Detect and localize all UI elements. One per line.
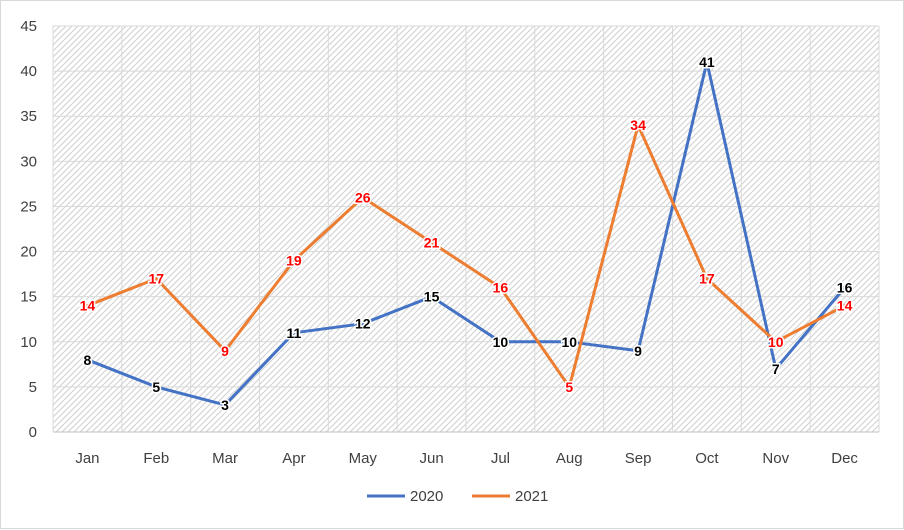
data-label-2020: 8 [84, 352, 92, 368]
data-label-2021: 17 [699, 271, 715, 287]
data-label-2020: 9 [634, 343, 642, 359]
legend: 2020 2021 [367, 488, 548, 505]
x-tick-label: May [349, 450, 378, 467]
x-tick-label: Dec [831, 450, 858, 467]
y-tick-label: 40 [20, 63, 37, 80]
y-tick-label: 35 [20, 108, 37, 125]
data-label-2020: 12 [355, 316, 371, 332]
data-label-2021: 10 [768, 334, 784, 350]
data-label-2020: 5 [152, 379, 160, 395]
legend-label-2021: 2021 [515, 488, 548, 505]
series-line-2021 [85, 123, 847, 389]
data-label-2021: 34 [630, 117, 646, 133]
x-tick-label: Apr [282, 450, 305, 467]
data-label-2021: 16 [493, 280, 509, 296]
data-label-2020: 15 [424, 289, 440, 305]
x-tick-label: Feb [143, 450, 169, 467]
data-label-2021: 17 [148, 271, 164, 287]
data-label-2021: 5 [565, 379, 573, 395]
data-label-2020: 16 [837, 280, 853, 296]
data-label-2021: 26 [355, 189, 371, 205]
data-label-2020: 10 [561, 334, 577, 350]
series-lines [85, 60, 847, 407]
y-tick-label: 45 [20, 18, 37, 35]
data-label-2021: 19 [286, 253, 302, 269]
data-label-2020: 3 [221, 397, 229, 413]
x-tick-label: Jul [491, 450, 510, 467]
x-tick-label: Aug [556, 450, 583, 467]
data-label-2020: 7 [772, 361, 780, 377]
legend-label-2020: 2020 [410, 488, 443, 505]
data-label-2020: 10 [493, 334, 509, 350]
data-label-2021: 9 [221, 343, 229, 359]
y-tick-label: 15 [20, 289, 37, 306]
x-axis-ticks: Jan Feb Mar Apr May Jun Jul Aug Sep Oct Nov Dec [75, 450, 858, 467]
data-labels: 8 5 3 11 12 15 10 10 9 41 7 16 14 17 9 19 26 21 16 5 34 17 10 1… [78, 53, 854, 415]
series-line-2020 [85, 60, 847, 407]
y-tick-label: 0 [29, 424, 37, 441]
y-tick-label: 20 [20, 244, 37, 261]
y-tick-label: 25 [20, 198, 37, 215]
data-label-2021: 14 [837, 298, 853, 314]
data-label-2021: 21 [424, 235, 440, 251]
x-tick-label: Oct [695, 450, 719, 467]
data-label-2020: 41 [699, 54, 715, 70]
data-label-2020: 11 [287, 325, 302, 341]
x-tick-label: Sep [625, 450, 652, 467]
x-tick-label: Jan [75, 450, 99, 467]
y-tick-label: 5 [29, 379, 37, 396]
x-tick-label: Jun [419, 450, 443, 467]
y-axis-ticks: 0 5 10 15 20 25 30 35 40 45 [20, 18, 37, 441]
y-tick-label: 30 [20, 153, 37, 170]
y-tick-label: 10 [20, 334, 37, 351]
data-label-2021: 14 [80, 298, 96, 314]
x-tick-label: Mar [212, 450, 238, 467]
x-tick-label: Nov [762, 450, 789, 467]
